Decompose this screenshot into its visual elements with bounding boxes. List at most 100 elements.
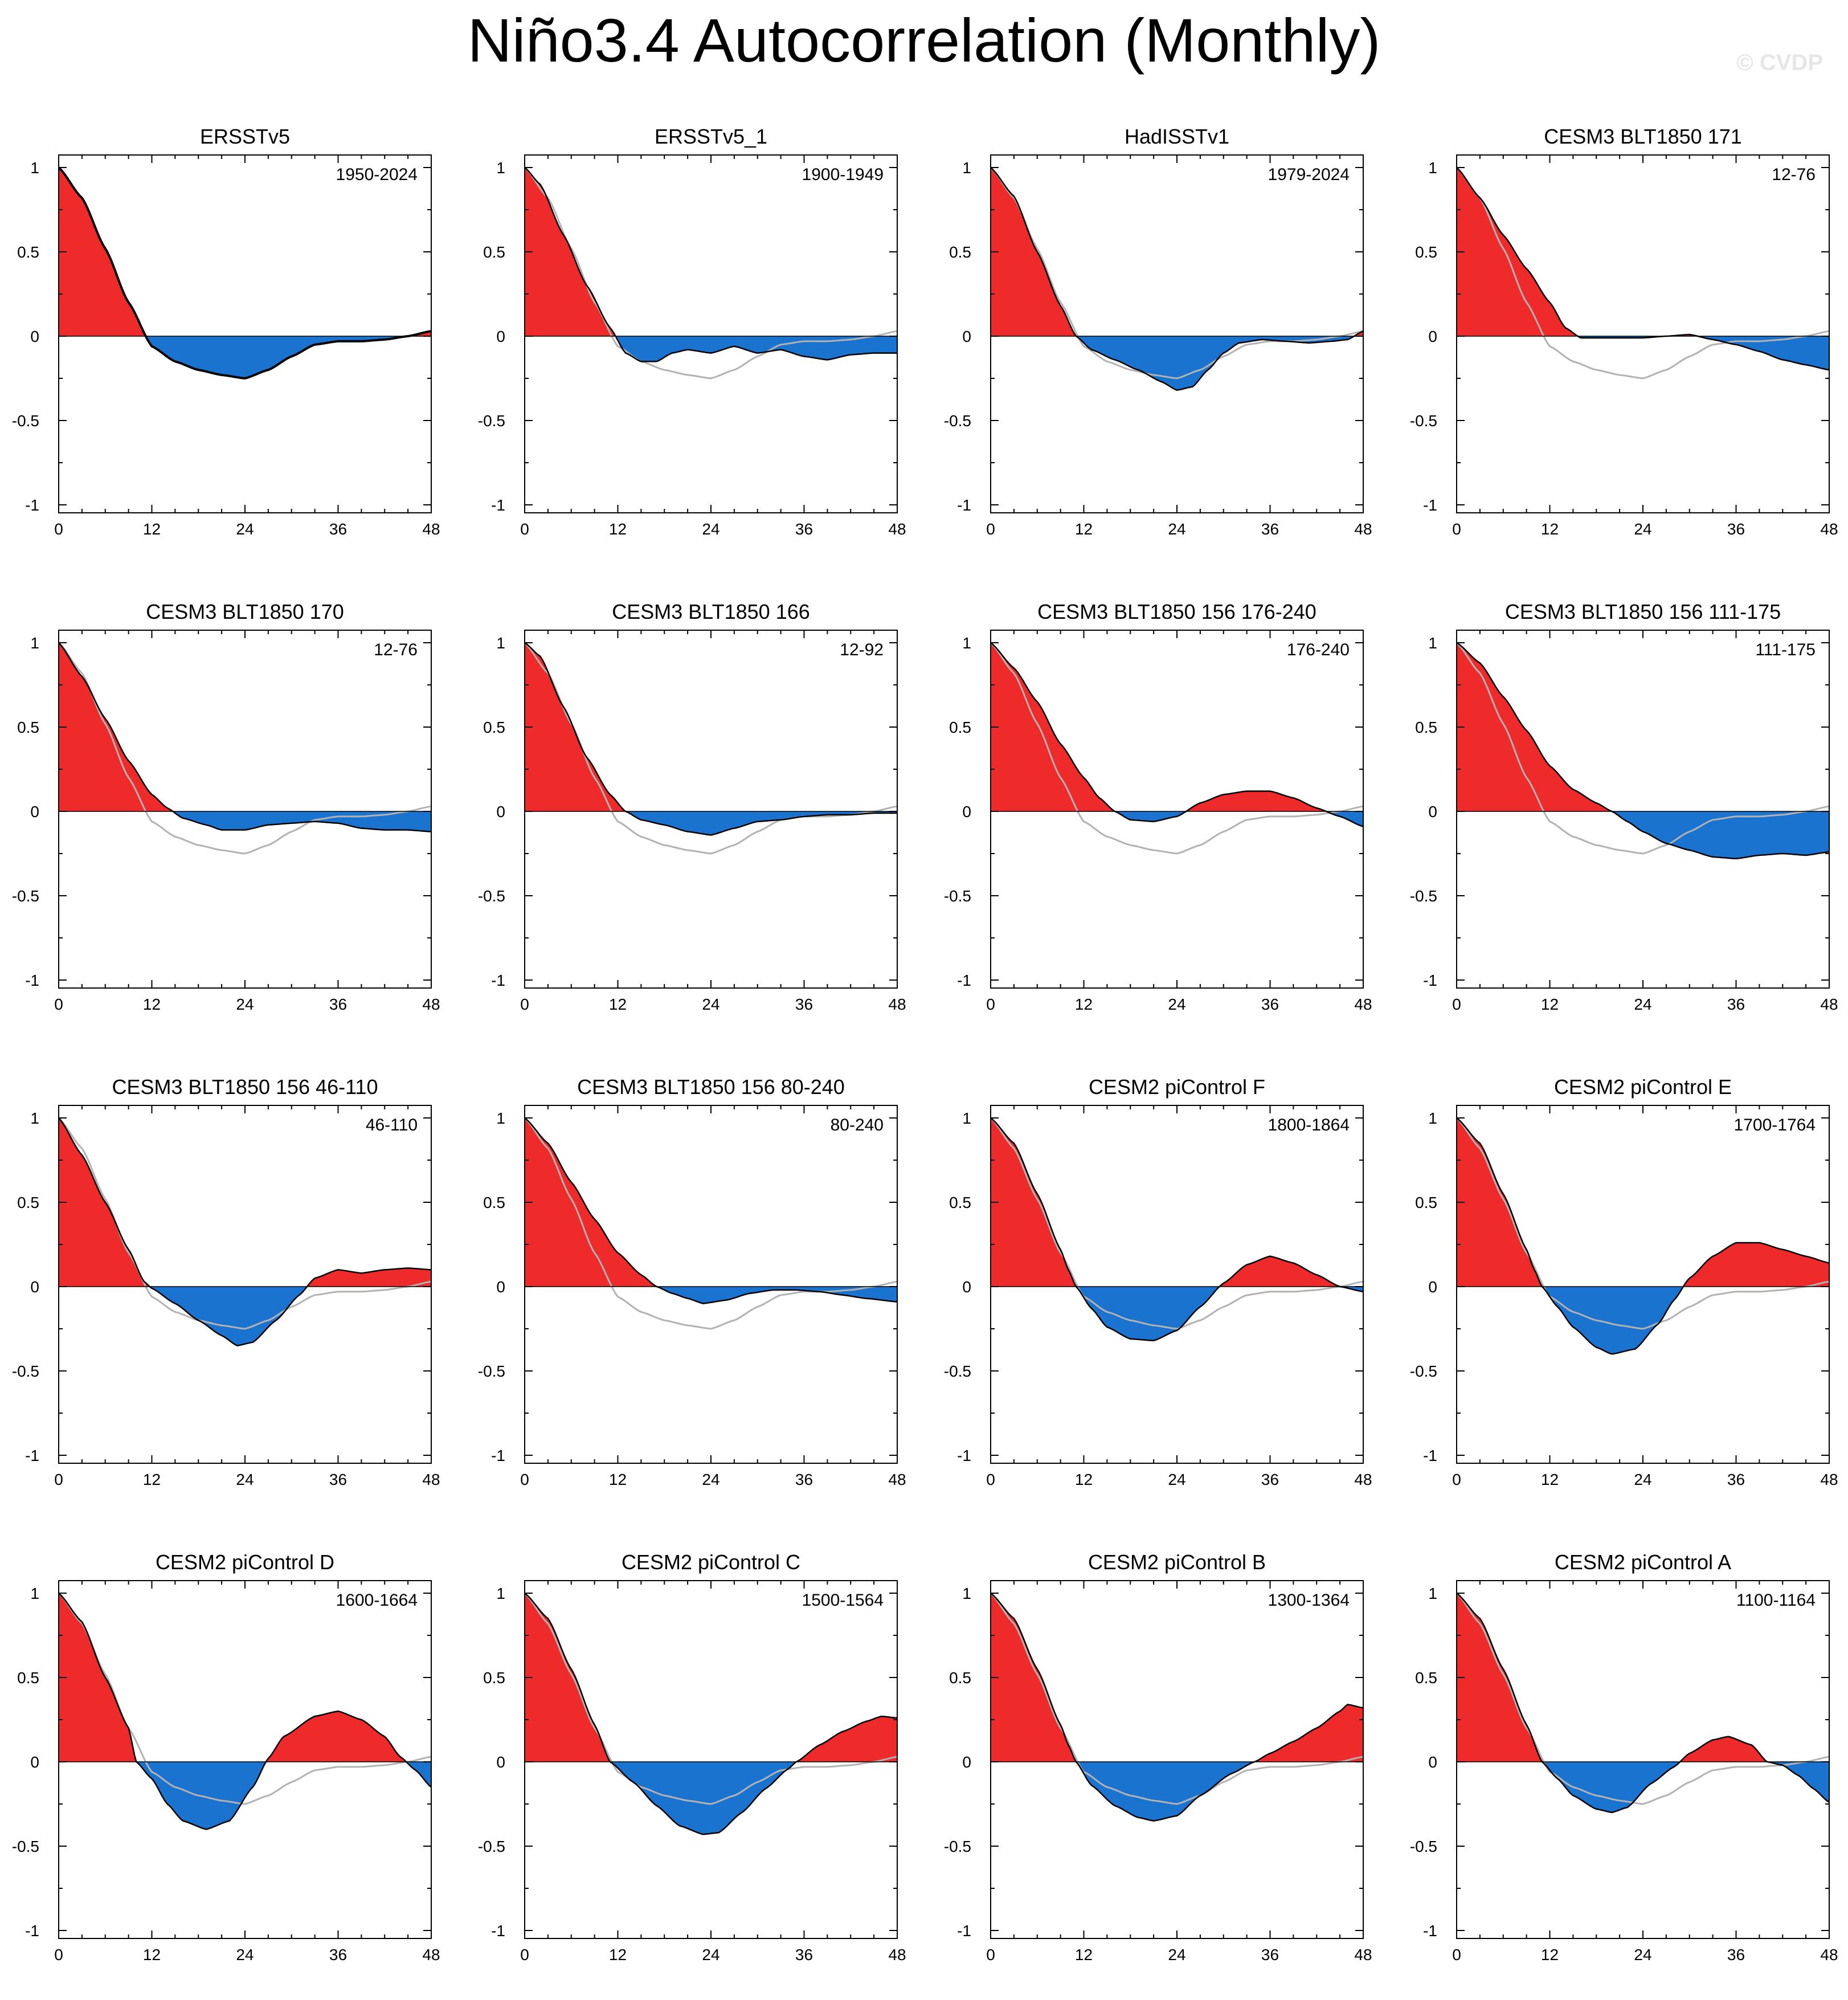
y-tick-label: -1 (491, 1922, 505, 1940)
x-tick-label: 48 (422, 1471, 440, 1488)
y-tick-label: 1 (30, 1109, 39, 1127)
x-tick-label: 36 (1727, 520, 1745, 538)
x-tick-label: 48 (1354, 1946, 1372, 1964)
x-tick-label: 24 (702, 1471, 719, 1488)
y-tick-label: -0.5 (12, 412, 39, 430)
negative-area (525, 336, 897, 362)
y-tick-label: 1 (1428, 159, 1437, 177)
negative-area (1457, 1762, 1829, 1813)
panel: 0 12 24 36 48 1 0.5 0 -0.5 -1 CESM3 BLT1850 166 12-… (478, 600, 906, 1013)
panel: 0 12 24 36 48 1 0.5 0 -0.5 -1 CESM3 BLT1850 156 46… (12, 1075, 440, 1488)
y-tick-label: 0.5 (949, 1669, 971, 1687)
positive-area (1457, 168, 1829, 336)
autocorrelation-line (1456, 167, 1830, 371)
reference-line (1455, 1117, 1830, 1330)
panel-period: 1300-1364 (1268, 1591, 1350, 1610)
y-tick-label: -0.5 (944, 412, 971, 430)
x-tick-label: 0 (520, 1946, 529, 1964)
y-tick-label: -1 (957, 496, 971, 514)
y-tick-label: 1 (962, 1109, 971, 1127)
autocorrelation-line (524, 167, 897, 362)
autocorrelation-line (58, 166, 432, 380)
positive-area (525, 1118, 897, 1287)
panel-period: 1500-1564 (802, 1591, 884, 1610)
x-tick-label: 12 (143, 1946, 161, 1964)
negative-area (525, 1762, 897, 1835)
x-tick-label: 48 (1820, 520, 1838, 538)
x-tick-label: 48 (1354, 520, 1372, 538)
panel: 0 12 24 36 48 1 0.5 0 -0.5 -1 CESM2 piControl B130… (944, 1550, 1372, 1964)
y-tick-label: 0 (1428, 328, 1437, 345)
x-tick-label: 12 (143, 995, 161, 1013)
y-tick-label: -0.5 (12, 1838, 39, 1855)
y-tick-label: 0.5 (1415, 243, 1437, 261)
y-tick-label: 0.5 (949, 1194, 971, 1211)
y-tick-label: 1 (962, 634, 971, 652)
y-tick-label: -1 (1423, 1447, 1437, 1464)
x-tick-label: 36 (329, 1946, 347, 1964)
y-tick-label: 0 (30, 803, 39, 821)
panel-title: CESM3 BLT1850 166 (612, 600, 810, 623)
x-tick-label: 12 (609, 520, 627, 538)
positive-area (1457, 1593, 1829, 1762)
x-tick-label: 12 (1075, 1946, 1093, 1964)
y-tick-label: 0 (30, 328, 39, 345)
autocorrelation-line (1456, 642, 1830, 860)
panel: 0 12 24 36 48 1 0.5 0 -0.5 -1 CESM3 BLT1850 156 11… (1410, 600, 1838, 1013)
x-tick-label: 0 (1452, 520, 1461, 538)
y-tick-label: -1 (25, 1447, 39, 1464)
y-tick-label: -1 (491, 1447, 505, 1464)
x-tick-label: 36 (1727, 1946, 1745, 1964)
autocorrelation-line (58, 1593, 432, 1830)
x-tick-label: 12 (1075, 1471, 1093, 1488)
panel-period: 12-76 (1772, 165, 1816, 184)
positive-area (1457, 1118, 1829, 1287)
negative-area (59, 1287, 431, 1346)
panel-period: 1979-2024 (1268, 165, 1350, 184)
panel-title: HadISSTv1 (1125, 125, 1229, 148)
x-tick-label: 36 (1261, 1471, 1279, 1488)
y-tick-label: -1 (25, 972, 39, 989)
panel-period: 46-110 (366, 1116, 418, 1134)
positive-area (991, 1593, 1363, 1762)
autocorrelation-line (990, 1593, 1364, 1822)
x-tick-label: 36 (1261, 520, 1279, 538)
x-tick-label: 0 (520, 1471, 529, 1488)
y-tick-label: -0.5 (12, 887, 39, 905)
autocorrelation-line (524, 1593, 898, 1835)
panel-title: CESM3 BLT1850 156 46-110 (112, 1075, 378, 1099)
y-tick-label: 0 (962, 1753, 971, 1771)
y-tick-label: 1 (496, 1585, 505, 1602)
panel-title: CESM2 piControl B (1088, 1550, 1266, 1574)
y-tick-label: -1 (957, 1922, 971, 1940)
negative-area (991, 811, 1363, 827)
y-tick-label: 0.5 (1415, 1194, 1437, 1211)
reference-line (990, 1592, 1364, 1805)
x-tick-label: 12 (609, 995, 627, 1013)
x-tick-label: 36 (795, 995, 813, 1013)
x-tick-label: 12 (143, 520, 161, 538)
x-tick-label: 24 (1168, 520, 1185, 538)
panel-title: CESM3 BLT1850 156 176-240 (1037, 600, 1317, 623)
panel-period: 1950-2024 (336, 165, 418, 184)
y-tick-label: 0.5 (17, 243, 39, 261)
y-tick-label: -1 (25, 496, 39, 514)
negative-area (1457, 1287, 1829, 1354)
positive-area (59, 643, 431, 811)
panel-period: 1800-1864 (1268, 1116, 1350, 1134)
x-tick-label: 12 (1541, 995, 1559, 1013)
y-tick-label: 1 (30, 634, 39, 652)
positive-area (525, 1593, 897, 1762)
reference-line (990, 1117, 1364, 1330)
y-tick-label: 0 (1428, 803, 1437, 821)
y-tick-label: 1 (496, 634, 505, 652)
panel-title: CESM2 piControl F (1089, 1075, 1265, 1099)
x-tick-label: 36 (795, 1471, 813, 1488)
panel: 0 12 24 36 48 1 0.5 0 -0.5 -1 CESM3 BLT1850 156 80… (478, 1075, 906, 1488)
panel-title: CESM2 piControl A (1555, 1550, 1731, 1574)
y-tick-label: -0.5 (1410, 1838, 1437, 1855)
y-tick-label: 0 (1428, 1753, 1437, 1771)
x-tick-label: 48 (422, 995, 440, 1013)
panel-title: CESM3 BLT1850 170 (146, 600, 344, 623)
y-tick-label: 0 (962, 1278, 971, 1296)
